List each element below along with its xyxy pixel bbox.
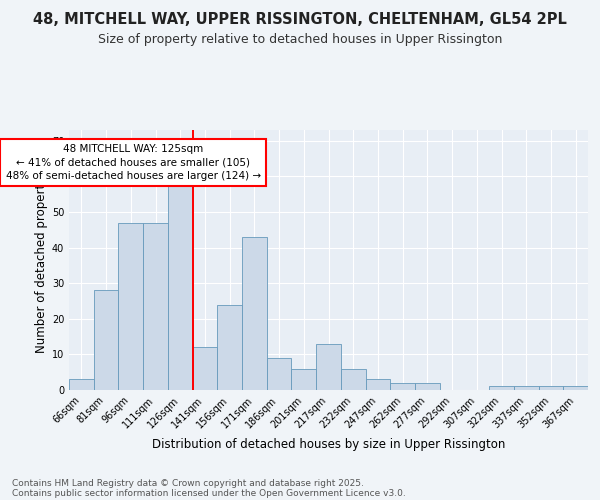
Bar xyxy=(118,222,143,390)
Bar xyxy=(341,368,365,390)
X-axis label: Distribution of detached houses by size in Upper Rissington: Distribution of detached houses by size … xyxy=(152,438,505,451)
Text: Size of property relative to detached houses in Upper Rissington: Size of property relative to detached ho… xyxy=(98,32,502,46)
Text: Contains public sector information licensed under the Open Government Licence v3: Contains public sector information licen… xyxy=(12,488,406,498)
Bar xyxy=(217,304,242,390)
Bar xyxy=(242,237,267,390)
Bar xyxy=(514,386,539,390)
Bar xyxy=(143,222,168,390)
Bar xyxy=(168,180,193,390)
Bar xyxy=(415,383,440,390)
Bar xyxy=(316,344,341,390)
Bar xyxy=(489,386,514,390)
Bar xyxy=(193,348,217,390)
Bar xyxy=(390,383,415,390)
Bar xyxy=(69,380,94,390)
Bar xyxy=(94,290,118,390)
Bar xyxy=(563,386,588,390)
Bar xyxy=(539,386,563,390)
Y-axis label: Number of detached properties: Number of detached properties xyxy=(35,167,47,353)
Bar xyxy=(267,358,292,390)
Bar xyxy=(292,368,316,390)
Text: Contains HM Land Registry data © Crown copyright and database right 2025.: Contains HM Land Registry data © Crown c… xyxy=(12,478,364,488)
Bar xyxy=(365,380,390,390)
Text: 48 MITCHELL WAY: 125sqm
← 41% of detached houses are smaller (105)
48% of semi-d: 48 MITCHELL WAY: 125sqm ← 41% of detache… xyxy=(5,144,261,180)
Text: 48, MITCHELL WAY, UPPER RISSINGTON, CHELTENHAM, GL54 2PL: 48, MITCHELL WAY, UPPER RISSINGTON, CHEL… xyxy=(33,12,567,28)
